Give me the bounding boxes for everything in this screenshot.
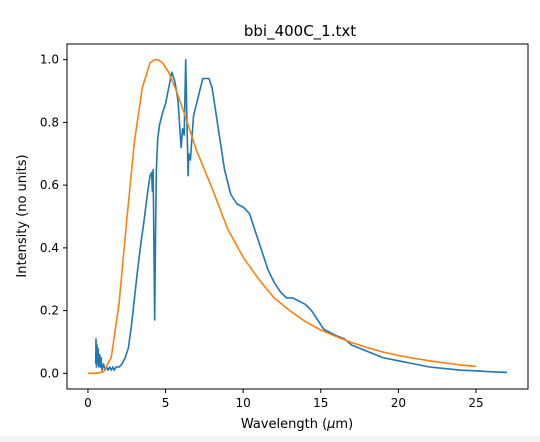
plot-frame (66, 43, 529, 390)
plot-series (88, 58, 508, 375)
x-tick-label: 0 (84, 396, 92, 410)
x-axis-label: Wavelength (μm) (241, 417, 353, 432)
y-tick-label: 0.0 (40, 366, 59, 380)
measured-spectrum-line (94, 58, 508, 374)
y-axis-label: Intensity (no units) (15, 154, 30, 277)
x-tick-label: 25 (468, 396, 483, 410)
y-axis: 0.0 0.2 0.4 0.6 0.8 1.0 (40, 53, 67, 380)
bottom-strip (0, 436, 540, 442)
y-tick-label: 1.0 (40, 53, 59, 67)
y-tick-label: 0.4 (40, 241, 59, 255)
y-tick-label: 0.2 (40, 304, 59, 318)
x-tick-label: 15 (313, 396, 328, 410)
x-axis: 0 5 10 15 20 25 (84, 389, 484, 410)
x-tick-label: 10 (236, 396, 251, 410)
model-curve-line (88, 58, 477, 375)
y-tick-label: 0.8 (40, 115, 59, 129)
chart-title: bbi_400C_1.txt (244, 22, 356, 41)
x-tick-label: 20 (391, 396, 406, 410)
y-tick-label: 0.6 (40, 178, 59, 192)
x-tick-label: 5 (162, 396, 170, 410)
